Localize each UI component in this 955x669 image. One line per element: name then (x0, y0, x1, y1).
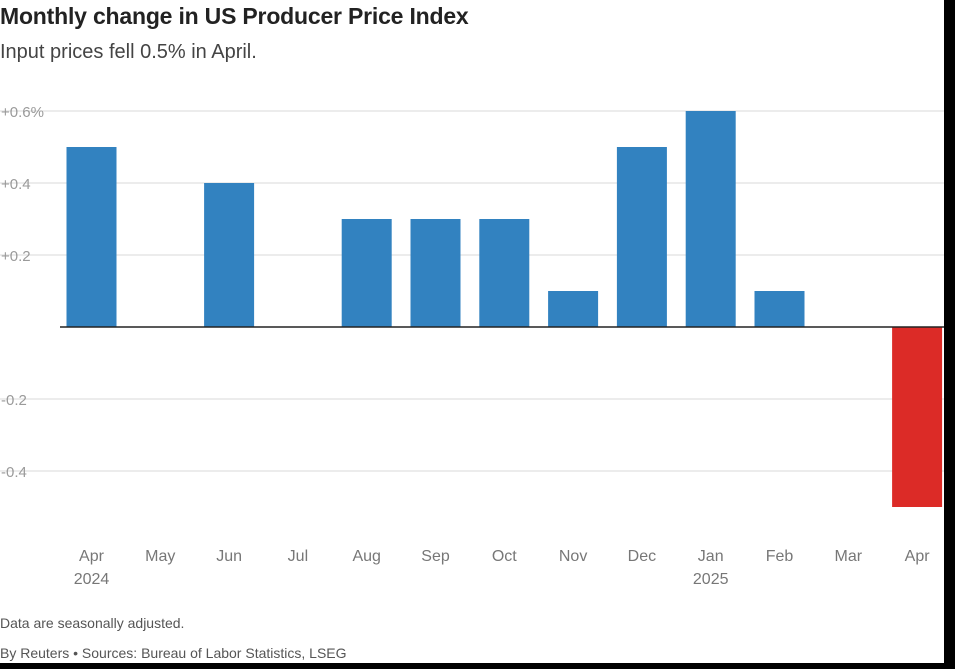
bar (754, 291, 805, 327)
bar (66, 147, 117, 327)
x-year-label: 2024 (74, 571, 110, 588)
chart-subtitle: Input prices fell 0.5% in April. (0, 41, 257, 63)
bar-chart: +0.6% +0.4 +0.2 -0.2 -0.4 Apr 2024 May Jun Jul Aug… (0, 104, 944, 588)
y-tick-label: -0.2 (1, 392, 27, 409)
x-tick-label: Feb (766, 548, 794, 565)
x-tick-label: Jul (288, 548, 308, 565)
x-tick-label: Sep (421, 548, 450, 565)
y-tick-label: +0.6% (1, 104, 44, 121)
bar (616, 147, 667, 327)
bar (341, 219, 392, 327)
x-tick-label: Jun (216, 548, 242, 565)
bar (548, 291, 599, 327)
bar (204, 183, 255, 327)
x-tick-label: Aug (352, 548, 380, 565)
y-tick-label: +0.4 (1, 176, 31, 193)
source-credit: By Reuters • Sources: Bureau of Labor St… (0, 645, 347, 661)
bar (410, 219, 461, 327)
x-tick-label: Nov (559, 548, 587, 565)
chart-card: Monthly change in US Producer Price Inde… (0, 0, 944, 663)
x-tick-label: Jan (698, 548, 724, 565)
x-tick-label: Dec (628, 548, 656, 565)
bar (685, 111, 736, 327)
x-tick-label: Mar (835, 548, 863, 565)
bar (892, 327, 943, 507)
footnote: Data are seasonally adjusted. (0, 615, 185, 631)
x-tick-label: Oct (492, 548, 517, 565)
y-tick-label: -0.4 (1, 464, 27, 481)
chart-title: Monthly change in US Producer Price Inde… (0, 3, 469, 29)
x-year-label: 2025 (693, 571, 729, 588)
x-tick-label: Apr (79, 548, 105, 565)
x-tick-label: May (145, 548, 175, 565)
y-tick-label: +0.2 (1, 248, 31, 265)
bar (479, 219, 530, 327)
x-tick-label: Apr (905, 548, 931, 565)
